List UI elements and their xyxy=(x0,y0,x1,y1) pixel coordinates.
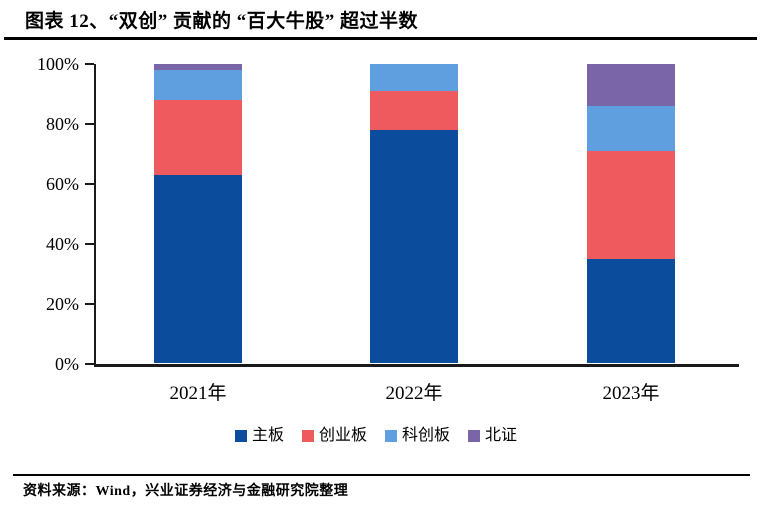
y-tick-label: 40% xyxy=(46,233,79,254)
chart-legend: 主板 创业板 科创板 北证 xyxy=(0,428,752,444)
bar-segment-2022年-科创板 xyxy=(370,64,458,91)
bar-segment-2021年-主板 xyxy=(154,174,242,364)
legend-item-创业板: 创业板 xyxy=(301,427,367,444)
y-axis xyxy=(94,64,96,367)
legend-label: 创业板 xyxy=(318,427,367,444)
legend-swatch-icon xyxy=(385,430,397,442)
y-tick xyxy=(85,362,94,365)
chart-title: 图表 12、“双创” 贡献的 “百大牛股” 超过半数 xyxy=(25,11,419,32)
x-axis-label: 2021年 xyxy=(169,383,227,404)
y-tick xyxy=(85,242,94,245)
legend-swatch-icon xyxy=(468,430,481,442)
legend-swatch-icon xyxy=(301,430,314,442)
footer-divider xyxy=(13,474,750,476)
bar-segment-2023年-创业板 xyxy=(587,150,675,259)
legend-label: 科创板 xyxy=(402,427,451,444)
y-tick xyxy=(85,63,94,65)
y-tick-label: 80% xyxy=(46,113,79,134)
legend-item-北证: 北证 xyxy=(468,428,517,444)
y-tick xyxy=(85,302,94,305)
x-axis-label: 2023年 xyxy=(602,383,660,404)
legend-item-科创板: 科创板 xyxy=(385,428,450,444)
legend-label: 北证 xyxy=(485,427,518,444)
bar-segment-2022年-创业板 xyxy=(370,90,458,130)
bar-segment-2022年-主板 xyxy=(370,129,458,364)
bar-segment-2023年-科创板 xyxy=(587,105,675,151)
bar-segment-2021年-创业板 xyxy=(154,99,242,175)
title-divider xyxy=(4,37,757,40)
bar-segment-2023年-主板 xyxy=(587,258,675,364)
y-tick-label: 0% xyxy=(55,353,79,374)
y-tick-label: 60% xyxy=(46,173,79,194)
x-axis-label: 2022年 xyxy=(385,383,443,404)
bar-segment-2021年-科创板 xyxy=(154,69,242,100)
legend-swatch-icon xyxy=(234,430,247,442)
y-tick-label: 100% xyxy=(37,54,79,74)
y-tick xyxy=(85,182,94,185)
bar-segment-2021年-北证 xyxy=(154,64,242,70)
legend-item-主板: 主板 xyxy=(234,427,284,444)
x-axis xyxy=(94,363,739,367)
legend-label: 主板 xyxy=(251,427,284,444)
y-tick-label: 20% xyxy=(46,293,79,314)
y-tick xyxy=(85,122,94,125)
source-note: 资料来源：Wind，兴业证券经济与金融研究院整理 xyxy=(23,484,349,499)
bar-segment-2023年-北证 xyxy=(587,64,675,106)
